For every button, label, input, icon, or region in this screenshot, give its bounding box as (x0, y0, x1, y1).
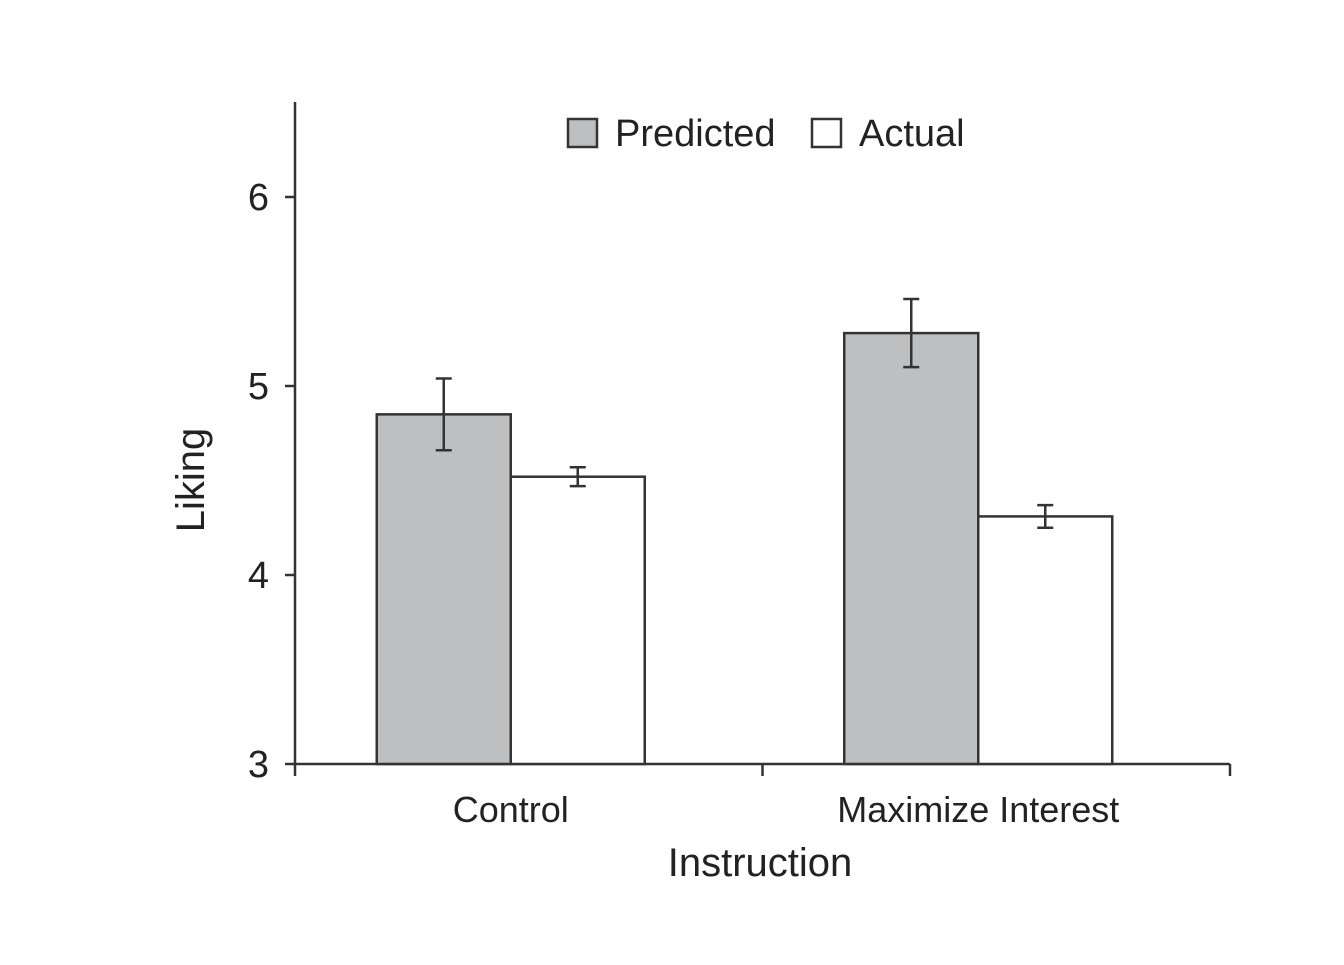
x-category-label: Control (453, 789, 569, 830)
y-tick-label: 6 (248, 177, 269, 219)
legend-swatch-actual (810, 117, 843, 149)
y-axis-title: Liking (169, 428, 213, 533)
legend-label-actual: Actual (859, 113, 965, 155)
x-category-label: Maximize Interest (837, 789, 1119, 830)
bars (375, 331, 1114, 766)
bar-predicted (375, 413, 512, 766)
y-tick-label: 4 (248, 555, 269, 597)
y-tick-label: 5 (248, 366, 269, 408)
error-bars (435, 297, 1054, 529)
x-axis-title: Instruction (668, 841, 853, 885)
bar-predicted (843, 331, 980, 766)
bar-actual (509, 475, 646, 766)
legend-swatch-predicted (566, 117, 599, 149)
bar-actual (977, 515, 1114, 766)
y-tick-label: 3 (248, 744, 269, 786)
legend: Predicted Actual (566, 113, 965, 155)
legend-label-predicted: Predicted (615, 113, 776, 155)
